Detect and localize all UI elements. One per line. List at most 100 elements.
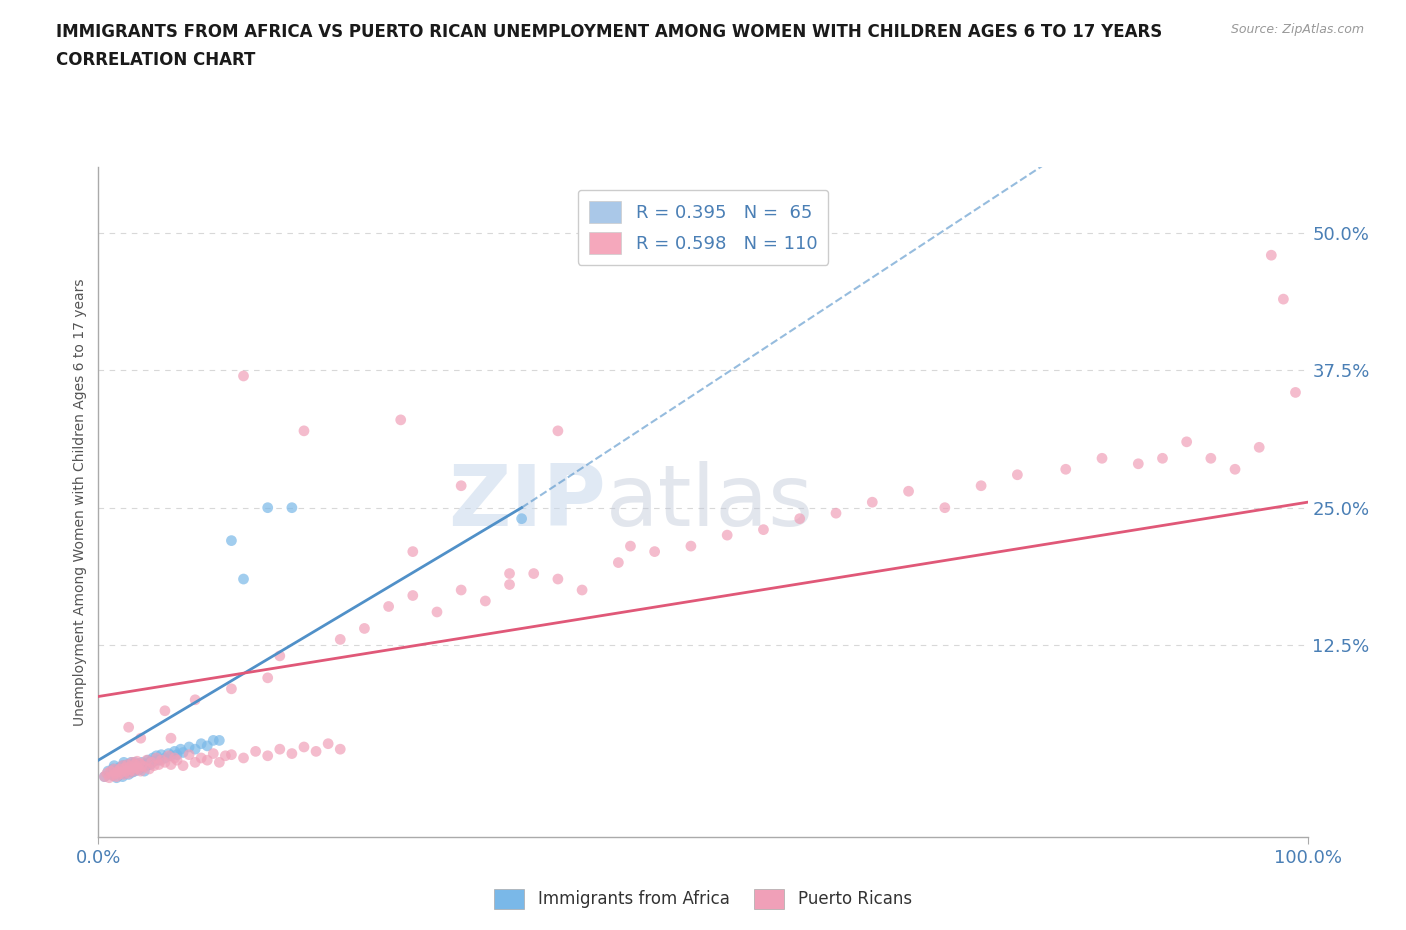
Point (1272, 292, 1295, 307)
Point (510, 512, 533, 526)
Point (103, 762, 125, 777)
Point (177, 739, 201, 754)
Point (547, 572, 569, 587)
Point (129, 761, 152, 776)
Point (127, 762, 149, 777)
Point (125, 762, 148, 777)
Point (195, 752, 218, 767)
Point (134, 759, 156, 774)
Point (752, 523, 775, 538)
Point (138, 762, 160, 777)
Point (145, 749, 167, 764)
Point (118, 766, 141, 781)
Point (1091, 451, 1114, 466)
Point (377, 599, 399, 614)
Point (644, 544, 666, 559)
Point (114, 766, 136, 781)
Point (1223, 462, 1246, 477)
Point (135, 757, 157, 772)
Point (316, 737, 339, 751)
Point (108, 767, 131, 782)
Point (426, 604, 449, 619)
Point (118, 767, 141, 782)
Legend: Immigrants from Africa, Puerto Ricans: Immigrants from Africa, Puerto Ricans (488, 882, 918, 916)
Point (163, 744, 186, 759)
Point (145, 751, 167, 765)
Point (111, 758, 134, 773)
Point (128, 758, 150, 773)
Point (195, 738, 218, 753)
Point (292, 423, 315, 438)
Point (110, 764, 132, 778)
Point (232, 751, 254, 765)
Point (184, 742, 207, 757)
Point (221, 747, 243, 762)
Point (114, 761, 136, 776)
Point (118, 757, 141, 772)
Text: CORRELATION CHART: CORRELATION CHART (56, 51, 256, 69)
Point (402, 588, 425, 603)
Point (172, 758, 194, 773)
Point (160, 749, 183, 764)
Point (256, 749, 278, 764)
Point (108, 762, 131, 777)
Point (127, 757, 149, 772)
Point (153, 751, 176, 765)
Point (139, 757, 162, 772)
Point (135, 758, 157, 773)
Point (98, 770, 121, 785)
Point (143, 754, 166, 769)
Point (202, 733, 225, 748)
Point (124, 764, 146, 778)
Point (157, 746, 180, 761)
Point (1128, 457, 1150, 472)
Point (153, 755, 176, 770)
Point (153, 703, 176, 718)
Point (221, 682, 243, 697)
Point (221, 533, 243, 548)
Point (860, 495, 883, 510)
Point (1249, 440, 1271, 455)
Point (107, 766, 129, 781)
Point (93, 769, 115, 784)
Point (245, 744, 267, 759)
Point (1054, 462, 1077, 477)
Point (141, 755, 163, 770)
Point (97, 764, 120, 778)
Point (190, 737, 212, 751)
Point (134, 764, 156, 778)
Point (122, 759, 145, 774)
Point (104, 766, 127, 781)
Point (127, 754, 149, 769)
Point (105, 764, 128, 778)
Point (281, 746, 304, 761)
Point (934, 500, 956, 515)
Point (208, 733, 231, 748)
Point (716, 527, 738, 542)
Text: Source: ZipAtlas.com: Source: ZipAtlas.com (1230, 23, 1364, 36)
Text: atlas: atlas (606, 460, 814, 544)
Point (132, 759, 155, 774)
Point (115, 764, 138, 778)
Point (169, 742, 191, 757)
Point (607, 555, 630, 570)
Point (619, 538, 641, 553)
Point (163, 751, 186, 765)
Point (232, 368, 254, 383)
Point (177, 747, 201, 762)
Text: ZIP: ZIP (449, 460, 606, 544)
Point (128, 756, 150, 771)
Point (120, 763, 142, 777)
Point (148, 752, 170, 767)
Point (281, 500, 304, 515)
Point (474, 593, 496, 608)
Point (122, 764, 145, 778)
Point (101, 768, 124, 783)
Point (256, 671, 278, 685)
Point (101, 768, 124, 783)
Point (184, 755, 207, 770)
Point (108, 767, 131, 782)
Point (129, 764, 152, 778)
Point (103, 758, 125, 773)
Point (143, 758, 166, 773)
